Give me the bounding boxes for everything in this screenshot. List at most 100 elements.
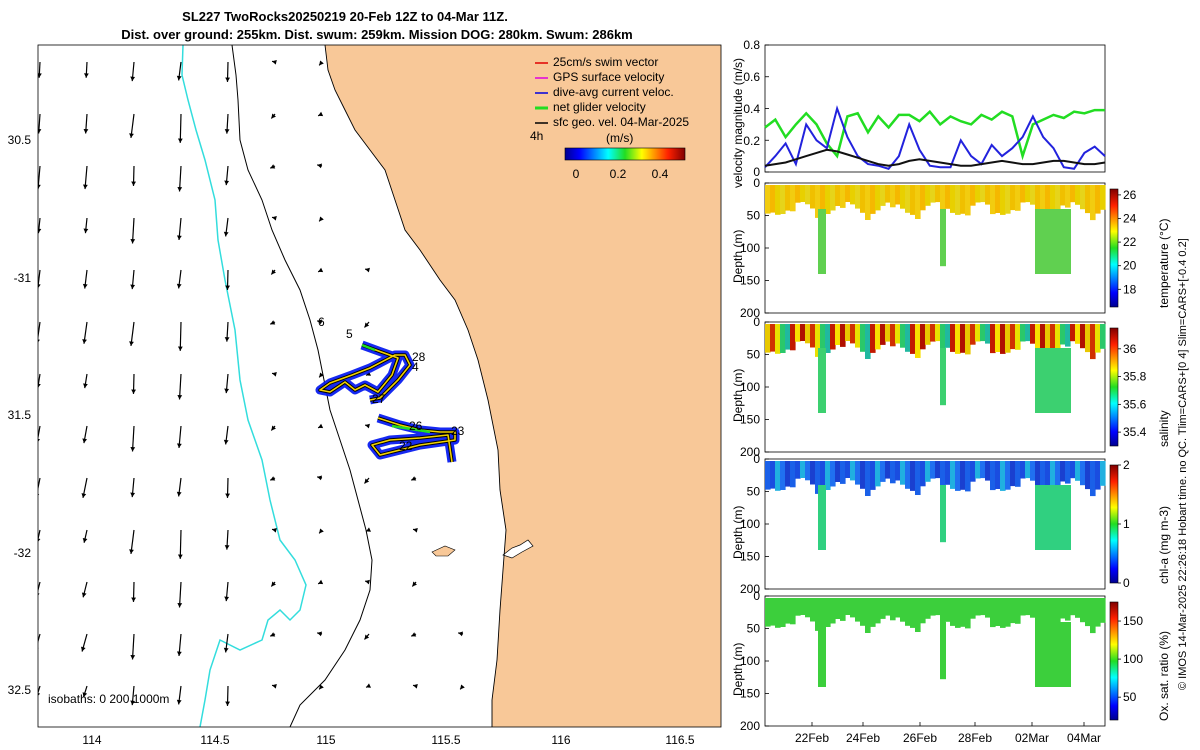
profile-strip <box>830 598 836 624</box>
map-panel <box>38 45 721 727</box>
profile-strip <box>940 598 946 623</box>
profile-strip <box>795 185 801 203</box>
profile-strip <box>1100 598 1106 623</box>
profile-strip <box>920 185 926 211</box>
profile-strip <box>905 598 911 626</box>
geo-velocity-arrow <box>271 59 277 65</box>
geo-velocity-arrow <box>83 113 89 134</box>
profile-strip <box>885 598 891 616</box>
geo-velocity-arrow <box>317 579 324 585</box>
profile-strip <box>1080 598 1086 623</box>
day-label: 28 <box>412 350 426 364</box>
profile-strip <box>1030 598 1036 618</box>
geo-velocity-arrow <box>223 633 229 653</box>
geo-velocity-arrow <box>224 529 230 550</box>
geo-velocity-arrow <box>176 425 182 449</box>
profile-strip <box>1015 324 1021 350</box>
profile-strip <box>1065 461 1071 484</box>
geo-velocity-arrow <box>317 475 323 481</box>
velocity-series-line <box>764 105 1106 170</box>
profile-strip <box>1000 185 1006 215</box>
geo-velocity-arrow <box>225 477 230 498</box>
profile-strip <box>875 324 881 350</box>
depth-tick: 0 <box>753 176 760 190</box>
net-velocity-segment <box>391 424 431 434</box>
profile-strip <box>1020 461 1026 479</box>
geo-velocity-arrow <box>364 321 370 328</box>
profile-strip <box>940 461 946 486</box>
profile-strip <box>785 598 791 624</box>
profile-strip <box>890 185 896 208</box>
geo-velocity-arrow <box>317 631 323 637</box>
geo-velocity-arrow <box>38 425 41 442</box>
velocity-series-line <box>764 148 1106 167</box>
profile-strip <box>955 461 961 491</box>
profile-strip <box>800 598 806 615</box>
profile-strip <box>1000 461 1006 491</box>
profile-strip <box>1075 324 1081 344</box>
time-tick: 02Mar <box>1015 731 1049 745</box>
geo-velocity-arrow <box>130 269 136 290</box>
vel-y-tick: 0 <box>753 165 760 179</box>
profile-strip <box>995 185 1001 213</box>
map-x-axis: 114 114.5 115 115.5 116 116.5 <box>82 733 694 747</box>
profile-strip <box>1035 185 1041 210</box>
velocity-ylabel: velocity magnitude (m/s) <box>731 58 745 188</box>
depth-tick: 150 <box>740 274 760 288</box>
track-speed-line <box>319 344 411 401</box>
day-labels: 6 5 28 4 27 26 23 22 <box>318 315 465 453</box>
geo-velocity-arrow <box>176 61 182 81</box>
geo-velocity-arrow <box>82 529 88 543</box>
geo-velocity-arrow <box>130 477 136 498</box>
profile-strip <box>975 185 981 203</box>
geo-velocity-arrow <box>364 423 370 429</box>
profile-strip <box>800 324 806 341</box>
profile-strip <box>1005 324 1011 353</box>
legend-gps-velocity: GPS surface velocity <box>553 70 664 84</box>
geo-velocity-arrow <box>129 113 135 139</box>
profile-strip <box>800 185 806 202</box>
profile-strip <box>1075 461 1081 481</box>
profile-strip <box>780 324 786 353</box>
day-label: 23 <box>451 424 465 438</box>
profile-strip <box>940 185 946 210</box>
geo-velocity-arrow <box>177 321 183 351</box>
profile-strip <box>810 324 816 348</box>
profile-strip <box>1045 598 1051 628</box>
cbar-label: Ox. sat. ratio (%) <box>1157 631 1171 721</box>
net-velocity-segment <box>361 343 376 352</box>
profile-strip <box>905 461 911 489</box>
profile-strip <box>810 185 816 209</box>
profile-strip <box>845 598 851 615</box>
title-line-1: SL227 TwoRocks20250219 20-Feb 12Z to 04-… <box>182 9 508 24</box>
profile-strip <box>1025 461 1031 479</box>
geo-velocity-arrow <box>129 529 135 555</box>
geo-velocity-arrow <box>83 373 88 389</box>
geo-velocity-arrow <box>317 267 324 273</box>
time-tick: 24Feb <box>846 731 880 745</box>
profile-strip <box>800 461 806 478</box>
cbar-tick: 22 <box>1123 235 1137 249</box>
geostrophic-velocity-arrows <box>38 59 465 706</box>
profile-strip <box>980 185 986 203</box>
geo-velocity-arrow <box>317 163 323 169</box>
day-label: 4 <box>412 360 419 374</box>
profile-strip <box>1045 185 1051 215</box>
profile-strip <box>875 461 881 487</box>
deep-dive-profile <box>940 485 946 543</box>
geo-velocity-arrow <box>130 217 136 244</box>
profile-strip <box>880 324 886 345</box>
profile-strip <box>1020 598 1026 616</box>
legend-dive-avg-current: dive-avg current veloc. <box>553 85 674 99</box>
profile-strip <box>785 185 791 211</box>
cbar-label: salinity <box>1157 410 1171 447</box>
geo-velocity-arrow <box>83 165 88 190</box>
profile-strip <box>790 598 796 625</box>
profile-strip <box>1065 185 1071 208</box>
geo-velocity-arrow <box>317 111 324 117</box>
cbar-tick: 150 <box>1123 614 1143 628</box>
geo-velocity-arrow <box>82 321 88 344</box>
profile-strip <box>1055 185 1061 210</box>
geo-velocity-arrow <box>177 581 183 608</box>
profile-strip <box>765 461 771 490</box>
